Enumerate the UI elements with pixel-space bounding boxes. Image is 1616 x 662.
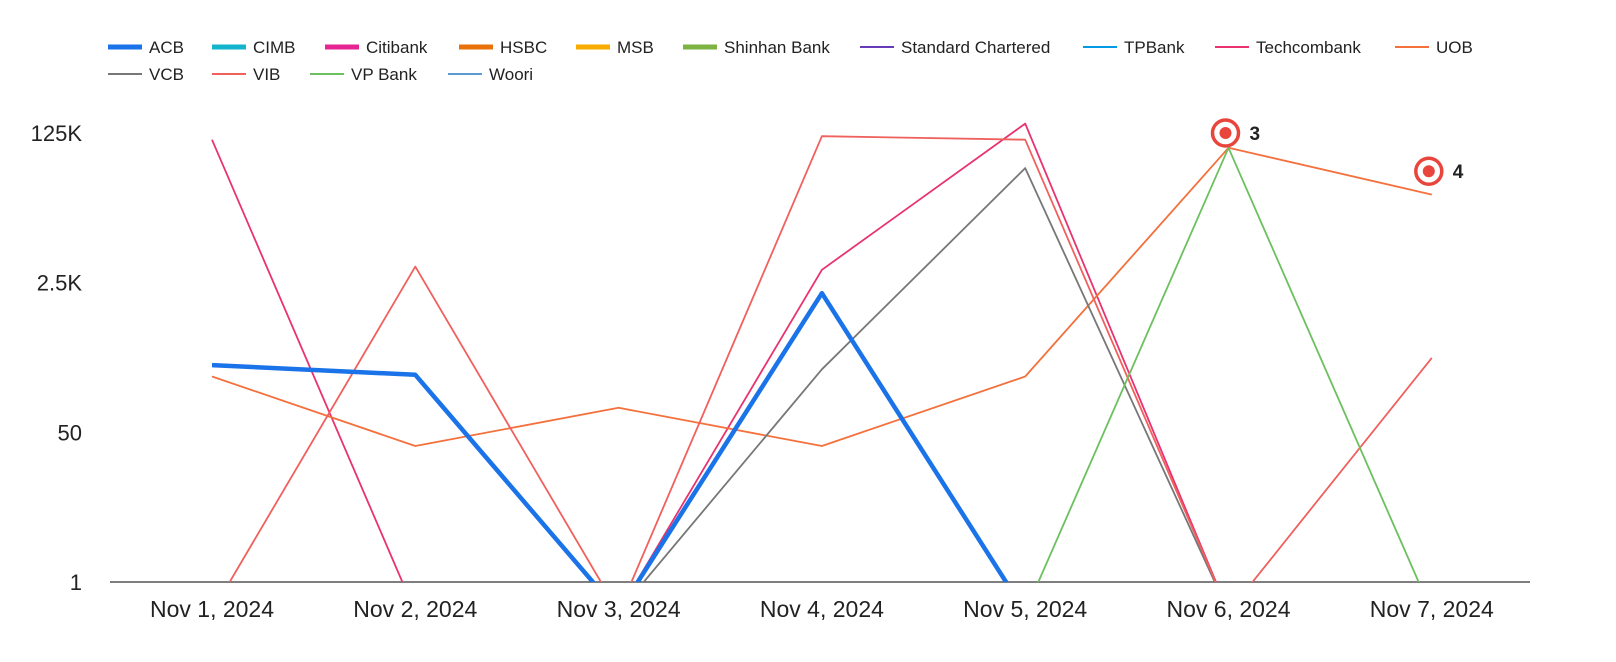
legend-item-vib[interactable]: VIB xyxy=(212,65,280,84)
series-lines xyxy=(211,122,1433,612)
series-line-vib[interactable] xyxy=(212,135,1433,612)
y-axis: 1 50 2.5K 125K xyxy=(31,121,83,595)
legend-label-vcb: VCB xyxy=(149,65,184,84)
legend-label-techcombank: Techcombank xyxy=(1256,38,1361,57)
x-tick-3: Nov 3, 2024 xyxy=(557,596,681,622)
x-tick-4: Nov 4, 2024 xyxy=(760,596,884,622)
legend-item-techcombank[interactable]: Techcombank xyxy=(1215,38,1361,57)
series-line-techcombank[interactable] xyxy=(211,122,1229,612)
legend-label-msb: MSB xyxy=(617,38,654,57)
y-tick-50: 50 xyxy=(58,420,82,445)
legend-label-vp-bank: VP Bank xyxy=(351,65,417,84)
x-tick-2: Nov 2, 2024 xyxy=(353,596,477,622)
legend-item-hsbc[interactable]: HSBC xyxy=(459,38,547,57)
y-tick-2-5k: 2.5K xyxy=(37,271,83,296)
legend-item-msb[interactable]: MSB xyxy=(576,38,654,57)
y-tick-125k: 125K xyxy=(31,121,83,146)
legend-label-shinhan-bank: Shinhan Bank xyxy=(724,38,830,57)
legend-item-citibank[interactable]: Citibank xyxy=(325,38,428,57)
legend-label-uob: UOB xyxy=(1436,38,1473,57)
annotation-dot xyxy=(1422,165,1435,178)
x-axis: Nov 1, 2024 Nov 2, 2024 Nov 3, 2024 Nov 4, … xyxy=(110,581,1530,622)
series-line-acb[interactable] xyxy=(211,290,1025,612)
legend-item-uob[interactable]: UOB xyxy=(1395,38,1473,57)
x-tick-1: Nov 1, 2024 xyxy=(150,596,274,622)
x-tick-7: Nov 7, 2024 xyxy=(1370,596,1494,622)
legend-item-acb[interactable]: ACB xyxy=(108,38,184,57)
legend-item-cimb[interactable]: CIMB xyxy=(212,38,296,57)
legend-item-vcb[interactable]: VCB xyxy=(108,65,184,84)
legend-item-standard-chartered[interactable]: Standard Chartered xyxy=(860,38,1050,57)
x-tick-6: Nov 6, 2024 xyxy=(1166,596,1290,622)
annotation-marker-4[interactable]: 4 xyxy=(1414,156,1464,186)
series-line-vp-bank[interactable] xyxy=(1025,146,1432,612)
legend-label-cimb: CIMB xyxy=(253,38,296,57)
legend-label-acb: ACB xyxy=(149,38,184,57)
legend: ACB CIMB Citibank HSBC MSB Shinhan Bank Standa… xyxy=(108,38,1473,84)
legend-item-woori[interactable]: Woori xyxy=(448,65,533,84)
annotation-label-3: 3 xyxy=(1250,124,1261,145)
x-tick-5: Nov 5, 2024 xyxy=(963,596,1087,622)
annotations: 34 xyxy=(1210,118,1464,186)
legend-item-tpbank[interactable]: TPBank xyxy=(1083,38,1185,57)
annotation-dot xyxy=(1219,127,1232,139)
legend-item-shinhan-bank[interactable]: Shinhan Bank xyxy=(683,38,830,57)
annotation-marker-3[interactable]: 3 xyxy=(1210,118,1261,148)
y-tick-1: 1 xyxy=(70,570,82,595)
legend-label-woori: Woori xyxy=(489,65,533,84)
legend-label-tpbank: TPBank xyxy=(1124,38,1185,57)
legend-label-citibank: Citibank xyxy=(366,38,428,57)
legend-item-vp-bank[interactable]: VP Bank xyxy=(310,65,417,84)
series-line-vcb[interactable] xyxy=(619,167,1229,612)
legend-label-vib: VIB xyxy=(253,65,280,84)
annotation-label-4: 4 xyxy=(1453,162,1464,183)
legend-label-hsbc: HSBC xyxy=(500,38,547,57)
legend-label-standard-chartered: Standard Chartered xyxy=(901,38,1050,57)
